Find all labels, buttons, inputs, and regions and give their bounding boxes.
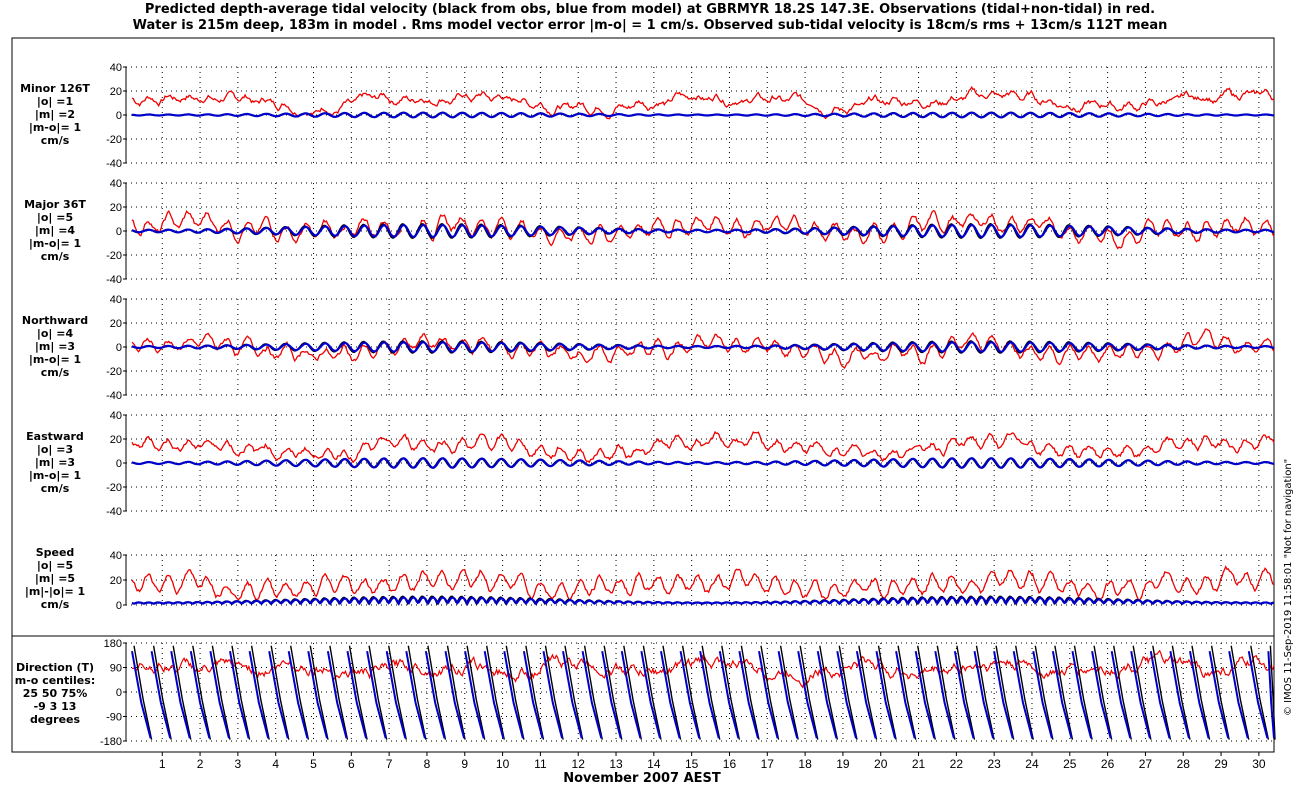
- y-tick-label: 0: [116, 600, 122, 612]
- x-tick-label: 26: [1101, 757, 1115, 771]
- y-tick-label: -20: [106, 366, 122, 378]
- model-series: [131, 596, 1275, 607]
- y-tick-label: 20: [110, 434, 122, 446]
- x-tick-label: 15: [685, 757, 699, 771]
- y-tick-label: -90: [106, 712, 122, 724]
- x-tick-label: 1: [159, 757, 166, 771]
- x-tick-label: 25: [1063, 757, 1077, 771]
- model-series: [131, 457, 1275, 469]
- y-tick-label: -20: [106, 482, 122, 494]
- x-tick-label: 20: [874, 757, 888, 771]
- model-series: [131, 223, 1275, 239]
- observed-direction-series: [131, 649, 1275, 689]
- model-series: [131, 111, 1275, 119]
- observed-series: [131, 209, 1275, 250]
- panel-label-eastward: Eastward |o| =3 |m| =3 |m-o|= 1 cm/s: [26, 430, 84, 495]
- y-tick-label: 40: [110, 62, 122, 74]
- x-tick-label: 22: [950, 757, 964, 771]
- x-tick-label: 17: [761, 757, 775, 771]
- y-tick-label: 40: [110, 410, 122, 422]
- y-tick-label: 0: [116, 110, 122, 122]
- x-tick-label: 14: [647, 757, 661, 771]
- panel-label-major: Major 36T |o| =5 |m| =4 |m-o|= 1 cm/s: [24, 198, 86, 263]
- x-tick-label: 21: [912, 757, 926, 771]
- x-tick-label: 16: [723, 757, 737, 771]
- y-tick-label: 40: [110, 550, 122, 562]
- chart-title-line-1: Predicted depth-average tidal velocity (…: [144, 2, 1156, 17]
- x-tick-label: 30: [1252, 757, 1266, 771]
- y-tick-label: -20: [106, 134, 122, 146]
- y-tick-label: 20: [110, 318, 122, 330]
- y-tick-label: -40: [106, 390, 122, 402]
- chart-title-line-2: Water is 215m deep, 183m in model . Rms …: [132, 18, 1168, 33]
- y-tick-label: 0: [116, 226, 122, 238]
- x-tick-label: 9: [461, 757, 468, 771]
- y-tick-label: 20: [110, 202, 122, 214]
- x-tick-label: 10: [496, 757, 510, 771]
- y-tick-label: -40: [106, 506, 122, 518]
- y-tick-label: -40: [106, 274, 122, 286]
- x-axis-label: November 2007 AEST: [563, 771, 721, 786]
- y-tick-label: 0: [116, 342, 122, 354]
- x-tick-label: 5: [310, 757, 317, 771]
- x-tick-label: 7: [386, 757, 393, 771]
- upper-frame: [11, 37, 1275, 637]
- tidal-obs-direction-series: [133, 645, 1276, 740]
- y-tick-label: 20: [110, 86, 122, 98]
- x-tick-label: 6: [348, 757, 355, 771]
- observed-series: [131, 565, 1275, 602]
- panel-label-minor: Minor 126T |o| =1 |m| =2 |m-o|= 1 cm/s: [20, 82, 90, 147]
- x-tick-label: 4: [272, 757, 279, 771]
- y-tick-label: -40: [106, 158, 122, 170]
- y-tick-label: -20: [106, 250, 122, 262]
- observed-series: [131, 85, 1275, 120]
- observed-series: [131, 430, 1275, 464]
- copyright-notice: © IMOS 11-Sep-2019 11:58:01 "Not for nav…: [1283, 458, 1294, 716]
- panel-label-direction: Direction (T) m-o centiles: 25 50 75% -9 3 …: [14, 661, 96, 726]
- model-direction-series: [131, 651, 1275, 739]
- x-tick-label: 18: [798, 757, 812, 771]
- x-tick-label: 23: [987, 757, 1001, 771]
- y-tick-label: 180: [104, 638, 122, 650]
- x-tick-label: 27: [1139, 757, 1153, 771]
- x-tick-label: 8: [424, 757, 431, 771]
- model-series: [131, 341, 1275, 353]
- y-tick-label: 20: [110, 575, 122, 587]
- y-tick-label: 40: [110, 178, 122, 190]
- x-tick-label: 19: [836, 757, 850, 771]
- x-tick-label: 28: [1177, 757, 1191, 771]
- observed-series: [131, 328, 1275, 370]
- direction-frame: [11, 635, 1275, 753]
- y-tick-label: 0: [116, 458, 122, 470]
- panel-label-northward: Northward |o| =4 |m| =3 |m-o|= 1 cm/s: [21, 314, 89, 379]
- x-tick-label: 13: [609, 757, 623, 771]
- y-tick-label: -180: [100, 736, 122, 748]
- x-tick-label: 11: [534, 757, 547, 771]
- y-tick-label: 90: [110, 663, 122, 675]
- x-tick-label: 3: [235, 757, 242, 771]
- y-tick-label: 0: [116, 687, 122, 699]
- x-tick-label: 12: [572, 757, 586, 771]
- panel-label-speed: Speed |o| =5 |m| =5 |m|-|o|= 1 cm/s: [24, 546, 86, 611]
- x-tick-label: 29: [1214, 757, 1228, 771]
- x-tick-label: 24: [1025, 757, 1039, 771]
- y-tick-label: 40: [110, 294, 122, 306]
- x-tick-label: 2: [197, 757, 204, 771]
